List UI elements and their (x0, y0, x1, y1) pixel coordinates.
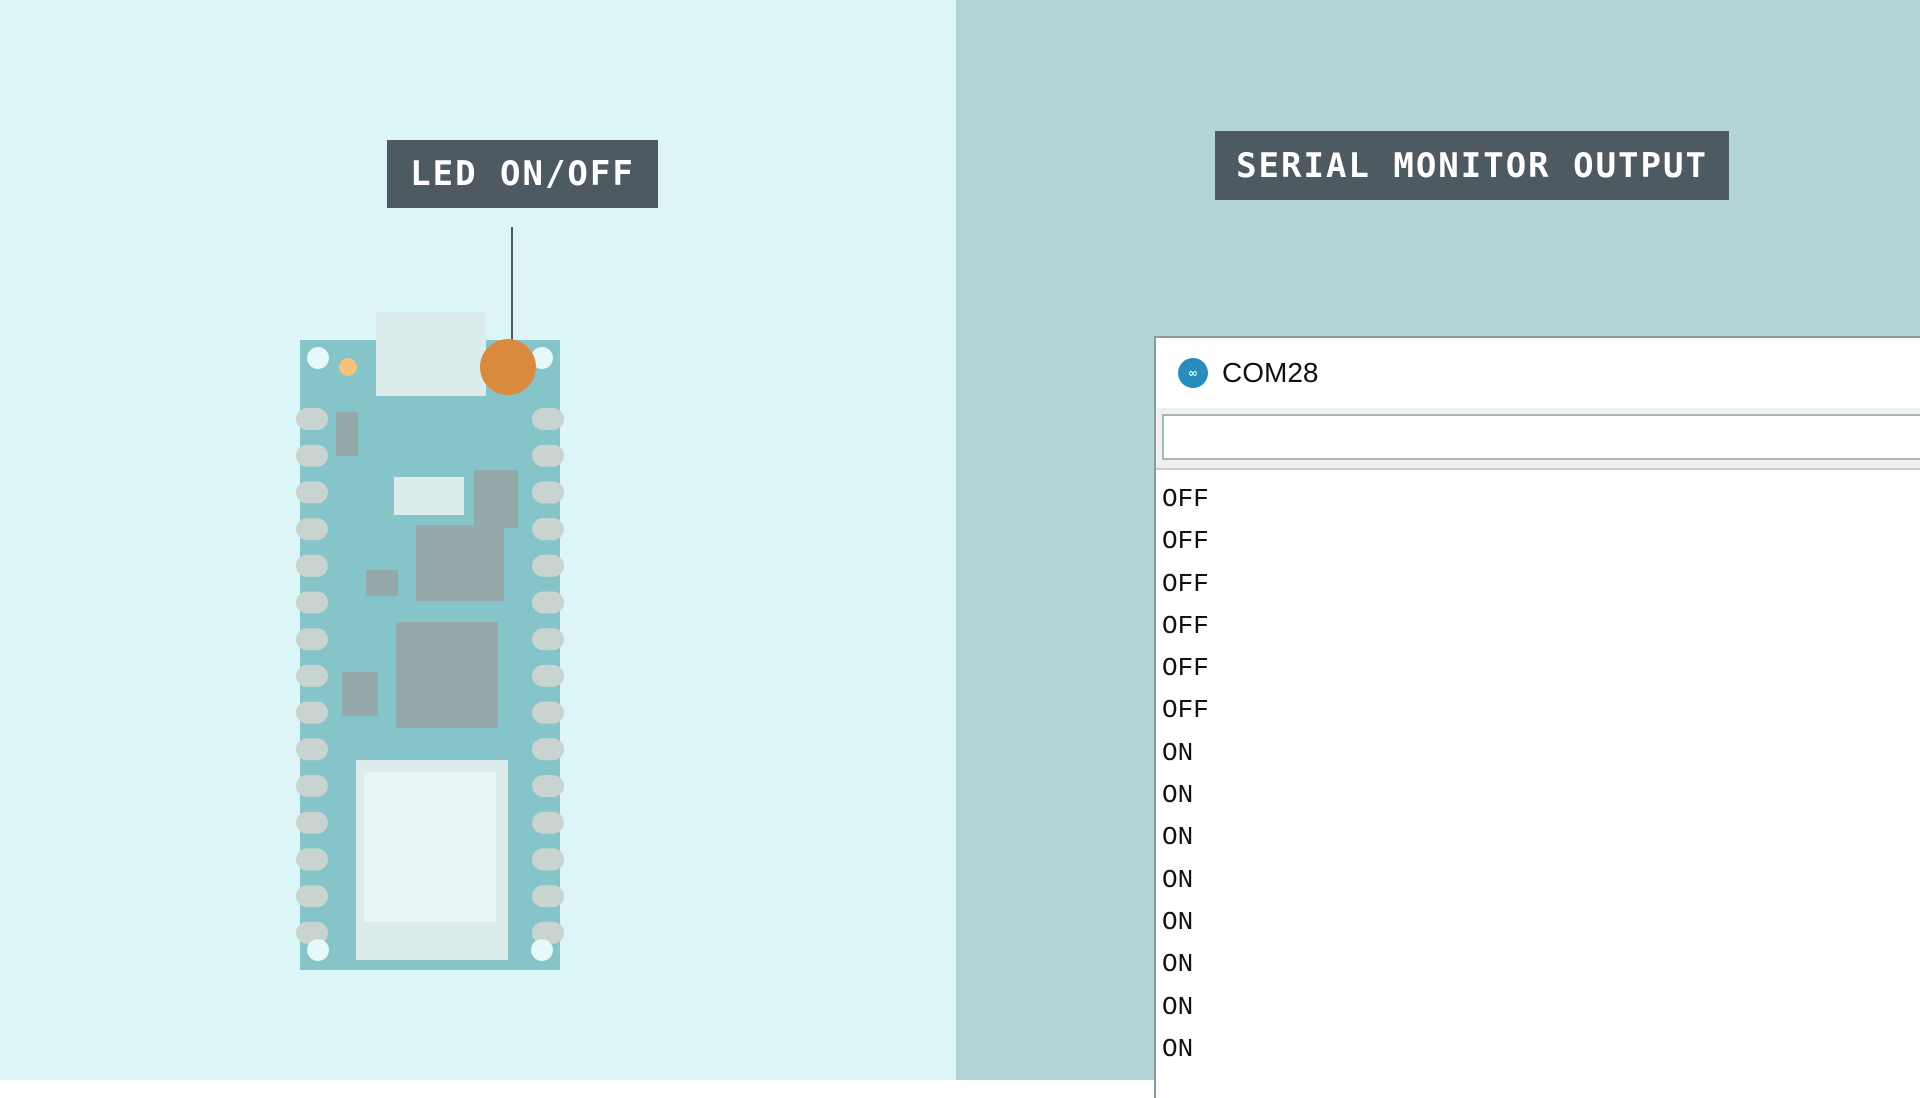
header-pin (296, 408, 328, 430)
output-line: OFF (1162, 695, 1209, 726)
output-line: ON (1162, 949, 1194, 980)
output-line: ON (1162, 822, 1194, 853)
header-pin (296, 664, 328, 687)
output-line: ON (1162, 906, 1194, 937)
arduino-icon: ∞ (1178, 358, 1208, 388)
header-pin (532, 481, 564, 504)
header-pin (532, 811, 564, 834)
header-pin (532, 664, 564, 687)
header-pin (532, 408, 564, 430)
output-line: ON (1162, 780, 1194, 811)
header-pin (532, 848, 564, 871)
header-pin (296, 921, 328, 944)
output-line: ON (1162, 737, 1194, 768)
output-line: ON (1162, 1033, 1194, 1064)
header-pin (532, 775, 564, 797)
title-bar: ∞ COM28 (1156, 338, 1920, 408)
header-pin (296, 591, 328, 614)
header-pin (532, 591, 564, 614)
output-line: ON (1162, 864, 1194, 895)
header-pin (532, 554, 564, 577)
serial-monitor-label: SERIAL MONITOR OUTPUT (1215, 131, 1729, 200)
header-pin (296, 554, 328, 577)
output-line: OFF (1162, 610, 1209, 641)
window-title: COM28 (1222, 357, 1319, 388)
header-pin (296, 518, 328, 541)
header-pin (296, 444, 328, 467)
output-line: OFF (1162, 653, 1209, 684)
serial-monitor-window: ∞ COM28 OFF OFF OFF OFF OFF OFF ON ON ON ON ON ON ON… (1154, 336, 1920, 1098)
header-pin (532, 628, 564, 651)
header-pin (296, 885, 328, 908)
header-pin (296, 811, 328, 834)
arduino-board-illustration (296, 312, 564, 970)
header-pin (296, 628, 328, 651)
header-pin (296, 738, 328, 761)
header-pin (532, 701, 564, 724)
output-line: ON (1162, 991, 1194, 1022)
header-pin (296, 481, 328, 504)
header-pin (296, 775, 328, 797)
header-pin (532, 518, 564, 541)
header-pin (532, 444, 564, 467)
led-indicator (480, 339, 536, 395)
serial-output: OFF OFF OFF OFF OFF OFF ON ON ON ON ON ON ON ON (1156, 470, 1920, 1070)
header-pin (296, 701, 328, 724)
led-leader-line (511, 227, 513, 357)
header-pin (532, 921, 564, 944)
output-line: OFF (1162, 568, 1209, 599)
led-label: LED ON/OFF (387, 140, 658, 208)
serial-input[interactable] (1162, 414, 1920, 460)
send-bar (1156, 408, 1920, 470)
output-line: OFF (1162, 484, 1209, 514)
header-pin (532, 885, 564, 908)
header-pin (532, 738, 564, 761)
output-line: OFF (1162, 526, 1209, 557)
header-pin (296, 848, 328, 871)
